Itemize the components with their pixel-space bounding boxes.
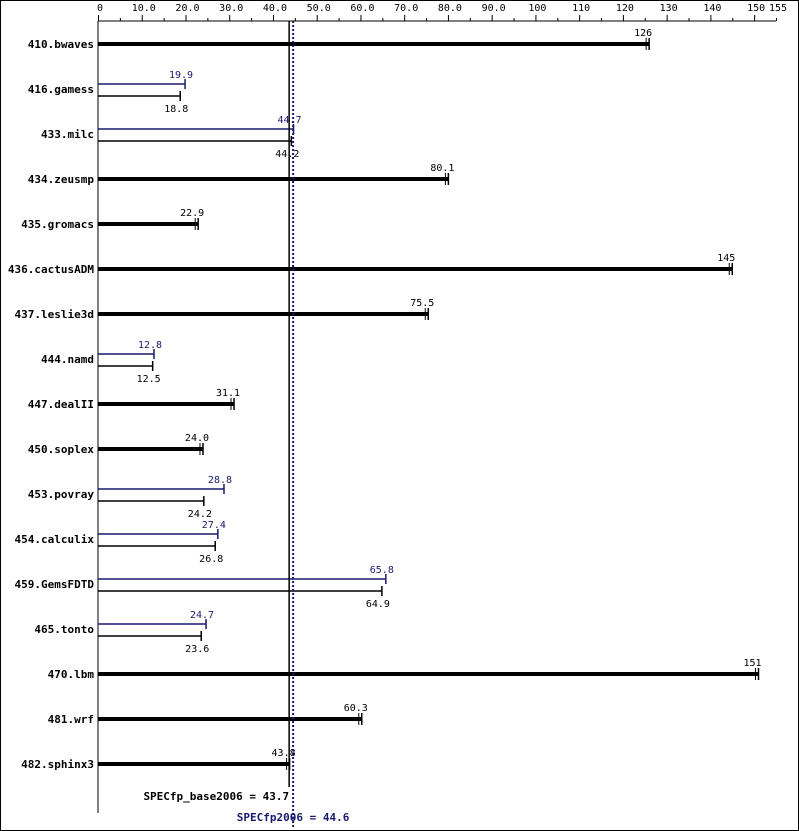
x-tick-label: 155 xyxy=(769,3,787,14)
benchmark-label: 434.zeusmp xyxy=(28,173,95,186)
x-tick-label: 130 xyxy=(660,3,678,14)
benchmark-label: 447.dealII xyxy=(28,398,94,411)
benchmark-bars: 410.bwaves 126 416.gamess 19.9 18.8 433.milc 4… xyxy=(8,28,762,771)
x-tick-label: 110 xyxy=(572,3,590,14)
benchmark-label: 482.sphinx3 xyxy=(21,758,94,771)
x-tick-label: 80.0 xyxy=(438,3,462,14)
base-value-label: 24.2 xyxy=(188,509,212,520)
benchmark-label: 433.milc xyxy=(41,128,94,141)
x-tick-label: 30.0 xyxy=(219,3,243,14)
base-value-label: 12.5 xyxy=(137,374,161,385)
benchmark-label: 416.gamess xyxy=(28,83,94,96)
x-tick-label: 50.0 xyxy=(307,3,331,14)
base-value-label: 26.8 xyxy=(199,554,223,565)
x-tick-label: 0 xyxy=(97,3,103,14)
base-value-label: 22.9 xyxy=(180,208,204,219)
benchmark-label: 437.leslie3d xyxy=(15,308,94,321)
base-value-label: 145 xyxy=(717,253,735,264)
reference-lines: SPECfp_base2006 = 43.7 SPECfp2006 = 44.6 xyxy=(143,21,350,827)
base-value-label: 64.9 xyxy=(366,599,390,610)
benchmark-label: 410.bwaves xyxy=(28,38,94,51)
base-value-label: 23.6 xyxy=(185,644,209,655)
peak-value-label: 27.4 xyxy=(202,520,226,531)
base-value-label: 126 xyxy=(634,28,652,39)
benchmark-label: 459.GemsFDTD xyxy=(15,578,95,591)
benchmark-label: 465.tonto xyxy=(34,623,94,636)
base-summary-label: SPECfp_base2006 = 43.7 xyxy=(143,790,289,803)
base-value-label: 44.2 xyxy=(275,149,299,160)
peak-value-label: 19.9 xyxy=(169,70,193,81)
peak-value-label: 12.8 xyxy=(138,340,162,351)
benchmark-label: 470.lbm xyxy=(48,668,95,681)
benchmark-label: 453.povray xyxy=(28,488,95,501)
benchmark-label: 454.calculix xyxy=(15,533,95,546)
x-tick-label: 150 xyxy=(747,3,765,14)
x-tick-label: 20.0 xyxy=(175,3,199,14)
base-value-label: 80.1 xyxy=(430,163,454,174)
x-tick-label: 10.0 xyxy=(132,3,156,14)
x-tick-label: 70.0 xyxy=(394,3,418,14)
x-tick-label: 60.0 xyxy=(350,3,374,14)
base-value-label: 60.3 xyxy=(344,703,368,714)
base-value-label: 24.0 xyxy=(185,433,209,444)
peak-value-label: 24.7 xyxy=(190,610,214,621)
benchmark-label: 436.cactusADM xyxy=(8,263,94,276)
benchmark-label: 481.wrf xyxy=(48,713,94,726)
x-tick-label: 140 xyxy=(703,3,721,14)
benchmark-label: 435.gromacs xyxy=(21,218,94,231)
base-value-label: 151 xyxy=(743,658,761,669)
base-value-label: 43.8 xyxy=(272,748,296,759)
benchmark-label: 444.namd xyxy=(41,353,94,366)
base-value-label: 31.1 xyxy=(216,388,240,399)
peak-summary-label: SPECfp2006 = 44.6 xyxy=(237,811,350,824)
base-value-label: 75.5 xyxy=(410,298,434,309)
x-tick-label: 120 xyxy=(616,3,634,14)
benchmark-label: 450.soplex xyxy=(28,443,95,456)
x-tick-label: 90.0 xyxy=(482,3,506,14)
base-value-label: 18.8 xyxy=(164,104,188,115)
peak-value-label: 28.8 xyxy=(208,475,232,486)
peak-value-label: 65.8 xyxy=(370,565,394,576)
x-axis: 0 10.0 20.0 30.0 40.0 50.0 60.0 70.0 80.0 90.0 100… xyxy=(97,3,787,813)
x-tick-label: 100 xyxy=(528,3,546,14)
x-tick-label: 40.0 xyxy=(263,3,287,14)
